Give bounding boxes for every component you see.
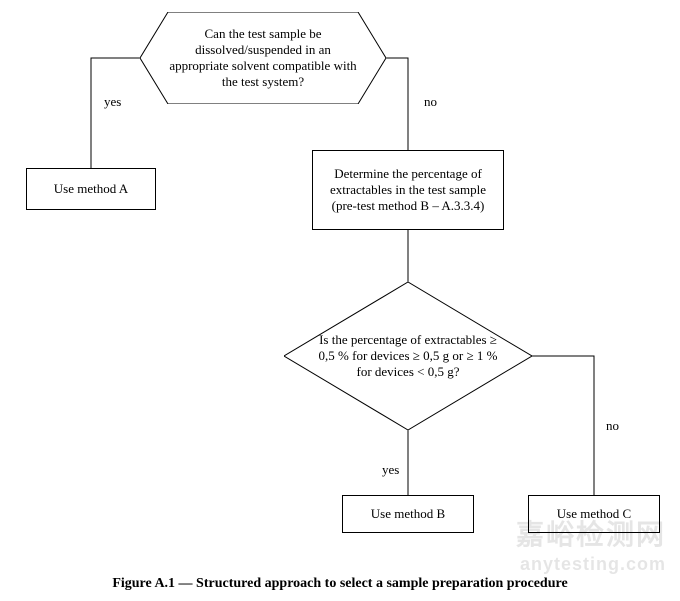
flowchart-canvas: Can the test sample be dissolved/suspend… — [0, 0, 680, 601]
edge-label-yes-2: yes — [380, 462, 401, 478]
rect-method-a: Use method A — [26, 168, 156, 210]
rect-determine-text: Determine the percentage of extractables… — [321, 166, 495, 215]
edge-label-yes-1: yes — [102, 94, 123, 110]
rect-method-c-text: Use method C — [557, 506, 631, 522]
edge-label-no-1: no — [422, 94, 439, 110]
decision-q1: Can the test sample be dissolved/suspend… — [140, 12, 386, 104]
watermark-url: anytesting.com — [520, 554, 666, 575]
decision-q2-text: Is the percentage of extractables ≥ 0,5 … — [284, 282, 532, 430]
edge-label-no-2: no — [604, 418, 621, 434]
edge-q2-methodC — [532, 356, 594, 495]
rect-determine: Determine the percentage of extractables… — [312, 150, 504, 230]
rect-method-b: Use method B — [342, 495, 474, 533]
rect-method-a-text: Use method A — [54, 181, 128, 197]
decision-q2: Is the percentage of extractables ≥ 0,5 … — [284, 282, 532, 430]
edge-q1-determine — [386, 58, 408, 150]
edge-q1-methodA — [91, 58, 140, 168]
decision-q1-text: Can the test sample be dissolved/suspend… — [140, 12, 386, 104]
figure-caption: Figure A.1 — Structured approach to sele… — [0, 576, 680, 592]
rect-method-c: Use method C — [528, 495, 660, 533]
rect-method-b-text: Use method B — [371, 506, 445, 522]
